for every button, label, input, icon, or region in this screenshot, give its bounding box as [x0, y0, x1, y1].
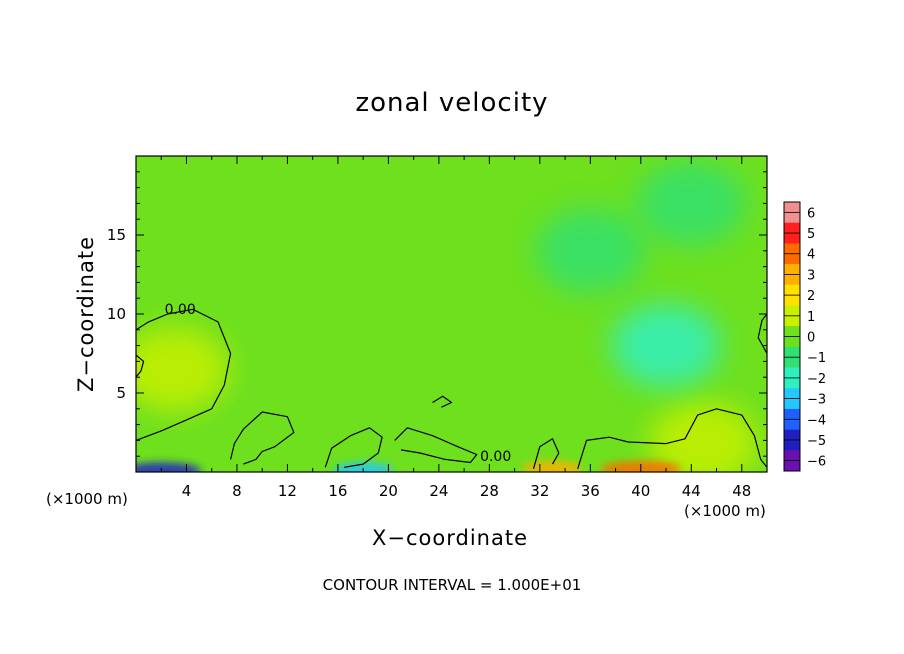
colorbar-tick-label: 2: [807, 289, 815, 304]
zero-contours: 0.00 0.00: [136, 302, 767, 469]
colorbar-tick-label: −1: [807, 351, 826, 366]
contour-line-6: [532, 438, 560, 469]
colorbar-tick-label: 6: [807, 206, 815, 221]
contour-line-1: [136, 308, 232, 441]
chart-title: zonal velocity: [355, 88, 549, 118]
x-tick-label: 24: [429, 482, 448, 500]
contour-line-8: [757, 313, 767, 354]
colorbar-tick-label: −5: [807, 434, 826, 449]
colorbar-tick-label: −4: [807, 413, 826, 428]
x-tick-label: 28: [480, 482, 499, 500]
field-anomaly-9: [333, 462, 394, 472]
x-tick-label: 44: [682, 482, 701, 500]
y-tick-label: 10: [107, 305, 126, 323]
contour-line-5: [394, 427, 478, 464]
x-tick-label: 16: [328, 482, 347, 500]
x-tick-label: 40: [631, 482, 650, 500]
y-tick-label: 5: [116, 384, 126, 402]
x-unit-right: (×1000 m): [684, 502, 766, 520]
field-anomaly-7: [522, 460, 583, 472]
contour-line-4: [324, 427, 383, 468]
contour-line-3: [230, 411, 295, 465]
contour-line-7: [577, 408, 767, 469]
y-tick-label: 15: [107, 226, 126, 244]
field-anomaly-8: [136, 462, 202, 472]
colorbar: 6 5 4 3 2 1 0 −1 −2 −3 −4 −5 −6: [783, 201, 826, 472]
colorbar-tick-label: 0: [807, 331, 815, 346]
field-anomaly-4: [535, 208, 646, 293]
x-tick-label: 32: [530, 482, 549, 500]
x-tick-label: 8: [232, 482, 242, 500]
colorbar-tick-label: 3: [807, 268, 815, 283]
colorbar-tick-label: −2: [807, 372, 826, 387]
x-tick-label: 4: [182, 482, 192, 500]
contour-interval-note: CONTOUR INTERVAL = 1.000E+01: [322, 576, 582, 594]
field-anomaly-5: [636, 161, 747, 246]
x-tick-label: 20: [379, 482, 398, 500]
colorbar-tick-label: −3: [807, 393, 826, 408]
contour-line-2: [136, 354, 145, 378]
x-axis-label: X−coordinate: [372, 526, 528, 550]
contour-label-1: 0.00: [165, 302, 196, 318]
colorbar-tick-label: 4: [807, 248, 815, 263]
colorbar-tick-label: −6: [807, 455, 826, 470]
field-anomaly-1: [136, 327, 229, 412]
velocity-field: [136, 156, 767, 472]
x-unit-left: (×1000 m): [46, 490, 128, 508]
colorbar-tick-label: 5: [807, 227, 815, 242]
contour-line-9: [432, 395, 453, 408]
field-anomaly-2: [648, 401, 759, 472]
x-tick-label: 48: [732, 482, 751, 500]
contour-label-2: 0.00: [480, 449, 511, 465]
field-anomaly-3: [611, 303, 722, 388]
x-tick-label: 36: [581, 482, 600, 500]
x-tick-label: 12: [278, 482, 297, 500]
colorbar-tick-label: 1: [807, 310, 815, 325]
